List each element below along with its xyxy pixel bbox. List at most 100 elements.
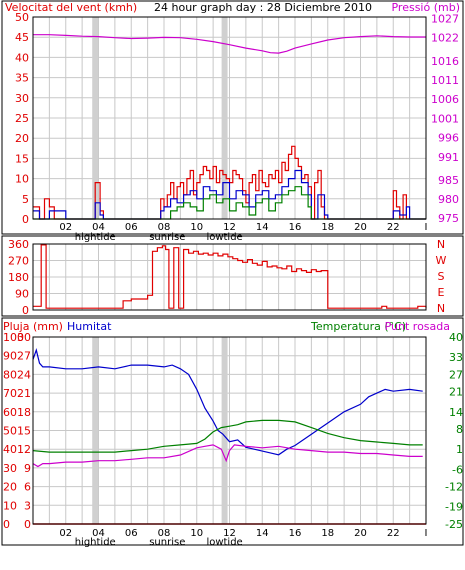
rain-tick-label: 24 [17, 368, 31, 381]
pressure-tick-label: 985 [438, 174, 459, 187]
direction-series [33, 244, 427, 309]
direction-tick-label: 90 [15, 288, 29, 301]
humidity-tick-label: 80 [3, 368, 17, 381]
humidity-tick-label: 90 [3, 350, 17, 363]
humidity-ticks: 0 10 20 30 40 50 60 70 80 90 100 [3, 331, 24, 531]
temperature-ticks: -25 -19 -12 -6 1 8 14 21 27 33 40 [445, 331, 463, 531]
humidity-axis-label: Humitat [67, 320, 112, 333]
humidity-tick-label: 100 [3, 331, 24, 344]
direction-tick-label: 180 [8, 271, 29, 284]
humidity-tick-label: 60 [3, 406, 17, 419]
temperature-tick-label: 21 [449, 386, 463, 399]
humidity-tick-label: 20 [3, 481, 17, 494]
wind-plot-frame [32, 16, 427, 220]
pressure-axis-label: Pressió (mb) [391, 1, 460, 14]
temperature-tick-label: -12 [445, 481, 463, 494]
dewpoint-axis-label: Punt rosada [385, 320, 450, 333]
hour-tick-label: 04 [92, 528, 105, 539]
event-label-sunrise: sunrise [149, 537, 185, 548]
rain-tick-label: 3 [24, 499, 31, 512]
pressure-ticks: 975 980 985 991 996 1001 1006 1011 1016 1022 1027 [431, 13, 459, 226]
hour-ticks-top: 02 04 06 08 10 12 14 16 18 20 22 I [59, 222, 427, 233]
direction-tick-label: 0 [22, 304, 29, 317]
hour-tick-label-end: I [425, 528, 428, 539]
direction-plot-frame [32, 243, 427, 311]
pressure-tick-label: 996 [438, 132, 459, 145]
series-line-temperatura [32, 419, 423, 453]
hour-tick-label: 02 [59, 222, 72, 233]
hour-tick-label: 20 [354, 528, 367, 539]
pressure-tick-label: 1011 [431, 74, 459, 87]
tide-marker [221, 337, 228, 524]
humidity-tick-label: 0 [3, 518, 10, 531]
hour-tick-label: 12 [223, 222, 236, 233]
hour-tick-label: 08 [158, 528, 171, 539]
hour-tick-label: 10 [190, 222, 203, 233]
tide-marker [221, 17, 228, 219]
direction-ticks: 0 90 180 270 360 [8, 238, 29, 317]
humidity-plot-frame [32, 336, 427, 525]
compass-label: N [437, 238, 445, 251]
wind-pressure-panel [1, 0, 464, 235]
hour-tick-label: 14 [256, 222, 269, 233]
pressure-tick-label: 980 [438, 193, 459, 206]
humidity-tick-label: 70 [3, 387, 17, 400]
rain-tick-label: 15 [17, 425, 31, 438]
compass-label: S [438, 270, 445, 283]
compass-label: E [438, 286, 445, 299]
hour-tick-label: 10 [190, 528, 203, 539]
rain-tick-label: 9 [24, 462, 31, 475]
hour-tick-label: 06 [125, 528, 138, 539]
wind-speed-tick-label: 5 [22, 193, 29, 206]
wind-speed-ticks: 0 5 10 15 20 25 30 35 40 45 50 [15, 11, 29, 226]
event-label-hightide: hightide [75, 232, 116, 243]
wind-speed-tick-label: 25 [15, 112, 29, 125]
hour-ticks-bottom: 02 04 06 08 10 12 14 16 18 20 22 I [59, 528, 427, 539]
hour-tick-label: 02 [59, 528, 72, 539]
temperature-tick-label: -19 [445, 501, 463, 514]
rain-tick-label: 30 [17, 331, 31, 344]
temperature-tick-label: 14 [449, 406, 463, 419]
direction-tick-label: 270 [8, 255, 29, 268]
series-line-humitat [32, 348, 423, 456]
wind-speed-tick-label: 20 [15, 132, 29, 145]
wind-speed-tick-label: 30 [15, 92, 29, 105]
compass-label: N [437, 302, 445, 315]
humidity-event-markers [92, 337, 228, 524]
temperature-tick-label: -6 [452, 463, 463, 476]
chart-title: 24 hour graph day : 28 Diciembre 2010 [154, 1, 372, 14]
event-labels-top: hightide sunrise lowtide [75, 232, 243, 243]
pressure-tick-label: 1027 [431, 13, 459, 26]
tide-marker [92, 337, 99, 524]
rain-ticks: 0 3 6 9 12 15 18 21 24 27 30 [17, 331, 31, 531]
wind-speed-tick-label: 40 [15, 51, 29, 64]
humidity-tick-label: 10 [3, 499, 17, 512]
pressure-tick-label: 1022 [431, 32, 459, 45]
event-label-lowtide: lowtide [206, 232, 242, 243]
humidity-tick-label: 30 [3, 462, 17, 475]
hour-tick-label: 22 [387, 222, 400, 233]
pressure-tick-label: 1016 [431, 55, 459, 68]
pressure-tick-label: 1001 [431, 112, 459, 125]
direction-grid [33, 244, 426, 310]
humidity-tick-label: 40 [3, 443, 17, 456]
temperature-tick-label: -25 [445, 518, 463, 531]
temperature-tick-label: 8 [456, 423, 463, 436]
rain-tick-label: 21 [17, 387, 31, 400]
rain-axis-label: Pluja (mm) [3, 320, 63, 333]
hour-tick-label: 06 [125, 222, 138, 233]
humidity-grid [33, 337, 426, 524]
series-line-vent-mitj- [33, 186, 426, 220]
event-labels-bottom: hightide sunrise lowtide [75, 537, 243, 548]
pressure-tick-label: 975 [438, 212, 459, 225]
wind-speed-tick-label: 35 [15, 72, 29, 85]
hour-tick-label: 16 [289, 222, 302, 233]
rain-tick-label: 12 [17, 443, 31, 456]
event-label-lowtide: lowtide [206, 537, 242, 548]
series-line-pressi- [33, 34, 426, 54]
hour-tick-label: 14 [256, 528, 269, 539]
wind-speed-tick-label: 15 [15, 152, 29, 165]
wind-speed-tick-label: 45 [15, 31, 29, 44]
